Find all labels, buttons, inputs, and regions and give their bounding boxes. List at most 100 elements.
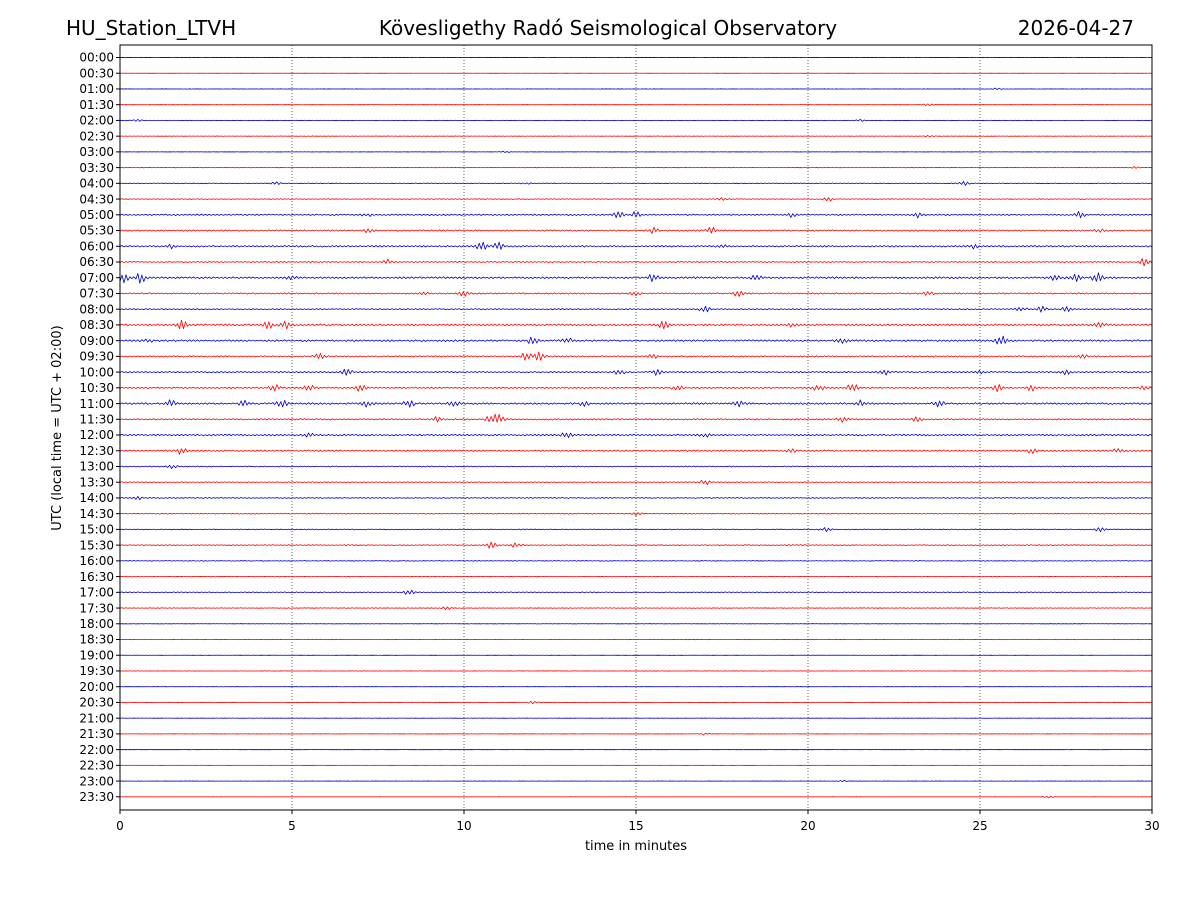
y-tick-label: 13:30 (79, 475, 114, 489)
trace-14:30 (119, 512, 1153, 516)
x-tick-label: 5 (288, 819, 296, 833)
trace-10:00 (119, 368, 1153, 376)
trace-13:30 (119, 479, 1153, 486)
y-axis-label: UTC (local time = UTC + 02:00) (50, 325, 65, 530)
x-axis-ticks: 0 5 10 15 20 25 30 (116, 810, 1160, 833)
y-tick-label: 13:00 (79, 460, 114, 474)
y-tick-label: 04:30 (79, 192, 114, 206)
y-tick-label: 17:30 (79, 601, 114, 615)
y-tick-label: 02:00 (79, 114, 114, 128)
y-tick-label: 22:00 (79, 743, 114, 757)
y-tick-label: 04:00 (79, 177, 114, 191)
y-tick-label: 01:00 (79, 82, 114, 96)
y-tick-label: 20:00 (79, 680, 114, 694)
x-tick-label: 25 (972, 819, 987, 833)
trace-12:30 (119, 448, 1153, 455)
trace-06:30 (119, 258, 1153, 267)
y-tick-label: 03:30 (79, 161, 114, 175)
trace-12:00 (119, 432, 1153, 439)
trace-08:30 (119, 319, 1153, 330)
trace-10:30 (119, 384, 1153, 393)
y-tick-label: 06:30 (79, 255, 114, 269)
y-tick-label: 18:00 (79, 617, 114, 631)
vertical-grid (291, 45, 981, 810)
trace-group (119, 57, 1153, 799)
y-tick-label: 10:00 (79, 365, 114, 379)
trace-07:00 (119, 272, 1153, 284)
x-tick-label: 15 (628, 819, 643, 833)
station-title: HU_Station_LTVH (66, 16, 236, 40)
trace-05:00 (119, 211, 1153, 219)
y-tick-label: 16:00 (79, 554, 114, 568)
y-tick-label: 11:00 (79, 397, 114, 411)
y-tick-label: 06:00 (79, 239, 114, 253)
y-tick-label: 02:30 (79, 129, 114, 143)
y-tick-label: 01:30 (79, 98, 114, 112)
y-tick-label: 15:00 (79, 523, 114, 537)
x-tick-label: 10 (456, 819, 471, 833)
y-tick-label: 15:30 (79, 538, 114, 552)
trace-03:00 (119, 150, 1153, 153)
trace-13:00 (119, 464, 1153, 470)
trace-20:30 (119, 700, 1153, 705)
y-tick-label: 23:30 (79, 790, 114, 804)
y-tick-label: 22:30 (79, 759, 114, 773)
trace-04:00 (119, 181, 1153, 186)
y-tick-label: 12:30 (79, 444, 114, 458)
trace-21:30 (119, 732, 1153, 736)
y-tick-label: 03:00 (79, 145, 114, 159)
trace-08:00 (119, 305, 1153, 313)
y-tick-label: 20:30 (79, 696, 114, 710)
trace-01:30 (119, 103, 1153, 107)
y-tick-label: 11:30 (79, 412, 114, 426)
x-tick-label: 20 (800, 819, 815, 833)
trace-14:00 (119, 495, 1153, 501)
y-tick-label: 21:30 (79, 727, 114, 741)
y-tick-label: 08:00 (79, 302, 114, 316)
y-tick-label: 05:00 (79, 208, 114, 222)
y-tick-label: 23:00 (79, 774, 114, 788)
y-tick-label: 19:30 (79, 664, 114, 678)
trace-02:00 (119, 118, 1153, 122)
y-tick-label: 19:00 (79, 648, 114, 662)
y-tick-label: 07:00 (79, 271, 114, 285)
date-title: 2026-04-27 (1018, 16, 1134, 40)
trace-04:30 (119, 197, 1153, 202)
trace-23:00 (119, 779, 1153, 783)
y-tick-label: 07:30 (79, 287, 114, 301)
trace-03:30 (119, 166, 1153, 169)
y-tick-label: 09:00 (79, 334, 114, 348)
trace-11:00 (119, 399, 1153, 408)
y-tick-label: 00:00 (79, 51, 114, 65)
y-tick-label: 16:30 (79, 570, 114, 584)
trace-23:30 (119, 795, 1153, 799)
trace-16:30 (119, 575, 1153, 578)
x-axis-label: time in minutes (585, 839, 687, 854)
trace-11:30 (119, 413, 1153, 423)
trace-17:30 (119, 606, 1153, 610)
y-tick-label: 08:30 (79, 318, 114, 332)
trace-15:00 (119, 527, 1153, 533)
y-tick-label: 10:30 (79, 381, 114, 395)
y-tick-label: 00:30 (79, 66, 114, 80)
y-tick-label: 12:00 (79, 428, 114, 442)
trace-01:00 (119, 87, 1153, 90)
trace-15:30 (119, 541, 1153, 549)
y-tick-label: 05:30 (79, 224, 114, 238)
observatory-title: Kövesligethy Radó Seismological Observat… (379, 16, 837, 40)
y-tick-label: 17:00 (79, 586, 114, 600)
x-tick-label: 0 (116, 819, 124, 833)
trace-05:30 (119, 226, 1153, 234)
trace-09:00 (119, 335, 1153, 345)
trace-17:00 (119, 589, 1153, 595)
y-tick-label: 21:00 (79, 711, 114, 725)
y-tick-label: 14:00 (79, 491, 114, 505)
y-tick-label: 18:30 (79, 633, 114, 647)
trace-16:00 (119, 560, 1153, 562)
trace-09:30 (119, 351, 1153, 361)
trace-07:30 (119, 290, 1153, 297)
trace-06:00 (119, 241, 1153, 250)
x-tick-label: 30 (1144, 819, 1159, 833)
